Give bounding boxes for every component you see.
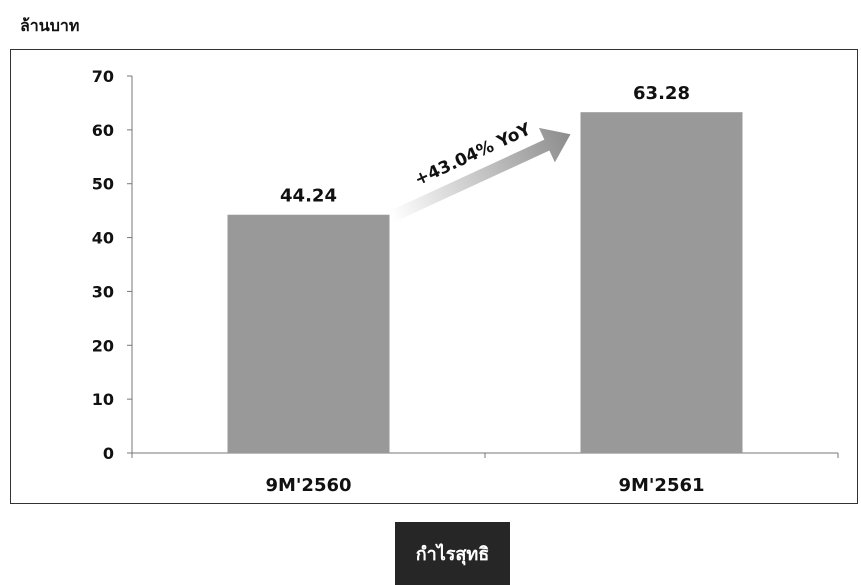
y-tick-label: 20 (92, 336, 114, 355)
growth-arrow-shape (388, 127, 571, 223)
y-tick-label: 40 (92, 229, 114, 248)
legend-box: กำไรสุทธิ (395, 522, 510, 585)
x-category-label: 9M'2560 (265, 475, 351, 496)
bar-value-label: 44.24 (280, 186, 337, 207)
unit-label: ล้านบาท (20, 16, 80, 35)
y-tick-label: 30 (92, 282, 114, 301)
y-tick-label: 60 (92, 121, 114, 140)
bar (227, 214, 390, 453)
y-tick-label: 10 (92, 390, 114, 409)
bar-value-label: 63.28 (633, 83, 690, 104)
growth-arrow (388, 127, 571, 223)
bar (580, 112, 743, 453)
y-tick-label: 50 (92, 175, 114, 194)
x-category-label: 9M'2561 (618, 475, 704, 496)
y-tick-label: 70 (92, 67, 114, 86)
legend-label: กำไรสุทธิ (415, 544, 490, 565)
y-tick-label: 0 (103, 444, 114, 463)
